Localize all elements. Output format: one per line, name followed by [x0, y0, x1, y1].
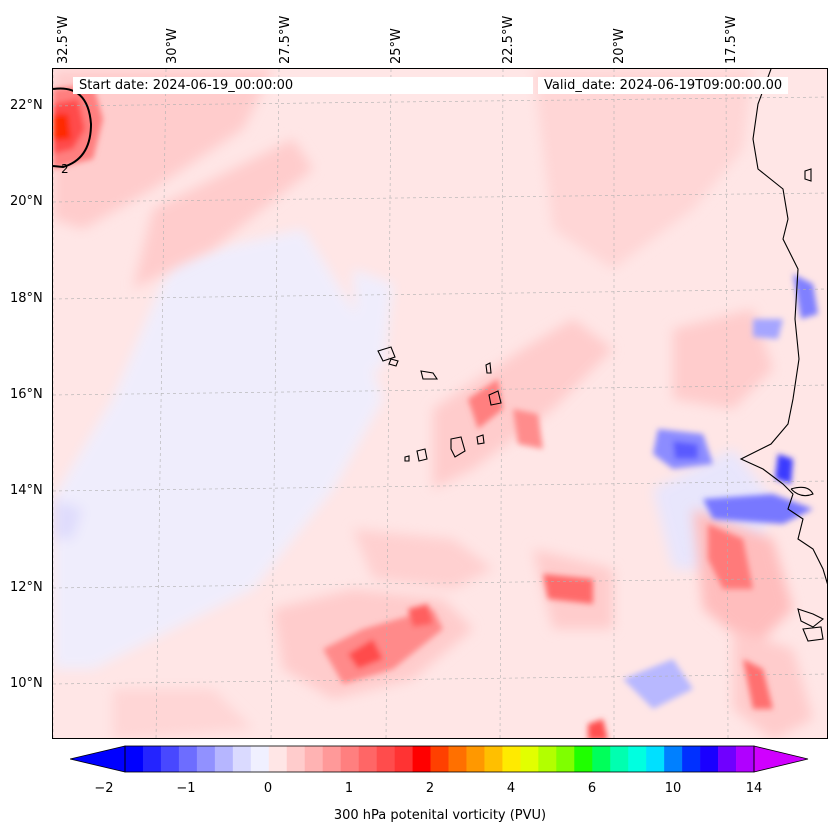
cb-tick-2: 2 — [425, 781, 435, 796]
start-date-text: Start date: 2024-06-19_00:00:00 — [79, 78, 294, 93]
colorbar-segment — [196, 746, 216, 772]
colorbar-segment — [574, 746, 593, 772]
colorbar-segment — [628, 746, 647, 772]
colorbar-segment — [646, 746, 665, 772]
colorbar-segment — [484, 746, 503, 772]
lon-label-17-5w: 17.5°W — [724, 15, 739, 64]
cb-tick-4: 4 — [506, 781, 516, 796]
colorbar-segment — [664, 746, 683, 772]
pv-red-cores — [53, 84, 773, 738]
colorbar-segment — [268, 746, 288, 772]
lon-label-25w: 25°W — [389, 28, 404, 64]
colorbar-segment — [322, 746, 341, 772]
colorbar-segment — [718, 746, 737, 772]
valid-date-box: Valid_date: 2024-06-19T09:00:00.00 — [538, 77, 789, 94]
lon-label-27-5w: 27.5°W — [278, 15, 293, 64]
colorbar-border — [124, 745, 755, 773]
graticule — [53, 69, 827, 738]
colorbar-segment — [592, 746, 611, 772]
start-date-box: Start date: 2024-06-19_00:00:00 — [73, 77, 533, 94]
contour-label: 2 — [61, 162, 69, 176]
map-panel: 2 Start date: 2024-06-19_00:00:00 Valid_… — [52, 68, 828, 739]
valid-date-text: Valid_date: 2024-06-19T09:00:00.00 — [544, 78, 783, 93]
colorbar-segment — [232, 746, 252, 772]
colorbar-segment — [394, 746, 413, 772]
lat-label-10n: 10°N — [10, 676, 43, 691]
colorbar-extend-right — [753, 745, 809, 773]
colorbar-segment — [340, 746, 359, 772]
colorbar-segment — [556, 746, 575, 772]
colorbar-segment — [682, 746, 701, 772]
pv-2-contour — [53, 87, 93, 169]
colorbar-segment — [304, 746, 323, 772]
cb-tick-1: 1 — [344, 781, 354, 796]
colorbar-segment — [214, 746, 234, 772]
colorbar-segment — [466, 746, 485, 772]
cb-tick-0: 0 — [263, 781, 273, 796]
colorbar-segments — [125, 746, 755, 772]
cb-tick-6: 6 — [587, 781, 597, 796]
colorbar-segment — [358, 746, 377, 772]
lat-label-18n: 18°N — [10, 291, 43, 306]
lon-label-32-5w: 32.5°W — [56, 15, 71, 64]
pv-field: 2 — [53, 69, 827, 738]
colorbar-segment — [610, 746, 629, 772]
lat-label-16n: 16°N — [10, 387, 43, 402]
lon-label-22-5w: 22.5°W — [501, 15, 516, 64]
lat-label-22n: 22°N — [10, 98, 43, 113]
colorbar-segment — [286, 746, 306, 772]
colorbar-label: 300 hPa potenital vorticity (PVU) — [333, 808, 547, 823]
lon-label-30w: 30°W — [165, 28, 180, 64]
colorbar-segment — [700, 746, 719, 772]
colorbar-segment — [125, 746, 144, 772]
cb-tick-14: 14 — [745, 781, 763, 796]
cb-tick-m2: −2 — [94, 781, 114, 796]
colorbar-segment — [178, 746, 198, 772]
colorbar-extend-left — [70, 745, 126, 773]
colorbar-segment — [160, 746, 180, 772]
pv-blue-cores — [623, 274, 818, 709]
colorbar-segment — [250, 746, 270, 772]
colorbar-segment — [448, 746, 467, 772]
lat-label-20n: 20°N — [10, 194, 43, 209]
colorbar-segment — [376, 746, 395, 772]
colorbar-segment — [538, 746, 557, 772]
colorbar-segment — [520, 746, 539, 772]
lat-label-14n: 14°N — [10, 483, 43, 498]
colorbar-segment — [412, 746, 431, 772]
colorbar-segment — [430, 746, 449, 772]
lat-label-12n: 12°N — [10, 580, 43, 595]
colorbar-segment — [736, 746, 755, 772]
colorbar — [70, 745, 809, 773]
cb-tick-10: 10 — [664, 781, 682, 796]
cb-tick-m1: −1 — [176, 781, 196, 796]
colorbar-segment — [502, 746, 521, 772]
colorbar-segment — [142, 746, 162, 772]
lon-label-20w: 20°W — [612, 28, 627, 64]
coastline — [377, 69, 827, 642]
